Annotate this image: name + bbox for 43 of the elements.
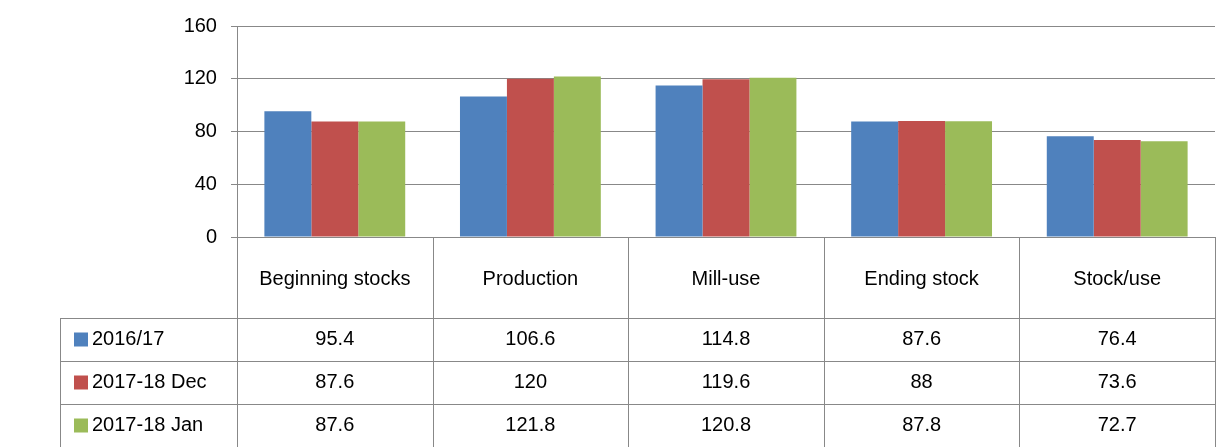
bar <box>358 121 406 237</box>
bar <box>553 76 601 237</box>
y-tick-label: 160 <box>183 13 217 36</box>
data-label: 73.6 <box>1097 370 1137 393</box>
legend-label: 2016/17 <box>92 327 165 350</box>
bar <box>264 111 312 237</box>
y-tick-label: 40 <box>194 171 217 194</box>
bar <box>1046 136 1094 237</box>
data-label: 88 <box>910 370 933 393</box>
data-label: 121.8 <box>505 413 556 436</box>
bar <box>1093 139 1141 237</box>
x-tick-label: Ending stock <box>864 266 980 289</box>
legend-label: 2017-18 Jan <box>92 413 204 436</box>
data-label: 120.8 <box>700 413 752 436</box>
x-tick-label: Stock/use <box>1073 266 1162 289</box>
x-tick-label: Production <box>482 266 579 289</box>
data-label: 95.4 <box>315 327 355 350</box>
bar <box>1140 141 1188 237</box>
data-label: 72.7 <box>1097 413 1137 436</box>
data-label: 114.8 <box>701 327 751 350</box>
bar <box>749 77 797 237</box>
data-label: 76.4 <box>1097 327 1137 350</box>
data-label: 87.6 <box>902 327 942 350</box>
y-tick-label: 0 <box>205 224 217 247</box>
data-label: 120 <box>513 370 548 393</box>
data-label: 87.6 <box>315 413 355 436</box>
bar <box>702 79 750 237</box>
bar <box>945 121 993 237</box>
data-label: 87.8 <box>902 413 942 436</box>
bar <box>851 121 899 237</box>
x-tick-label: Beginning stocks <box>259 266 411 289</box>
bar <box>506 78 554 237</box>
data-label: 87.6 <box>315 370 355 393</box>
legend-label: 2017-18 Dec <box>92 370 207 393</box>
data-label: 106.6 <box>505 327 556 350</box>
x-tick-label: Mill-use <box>691 266 761 289</box>
bar <box>655 85 703 237</box>
data-label: 119.6 <box>701 370 751 393</box>
y-tick-label: 120 <box>183 66 217 89</box>
bar <box>459 96 507 237</box>
bar <box>898 120 946 237</box>
bar <box>311 121 359 237</box>
y-tick-label: 80 <box>194 119 217 142</box>
